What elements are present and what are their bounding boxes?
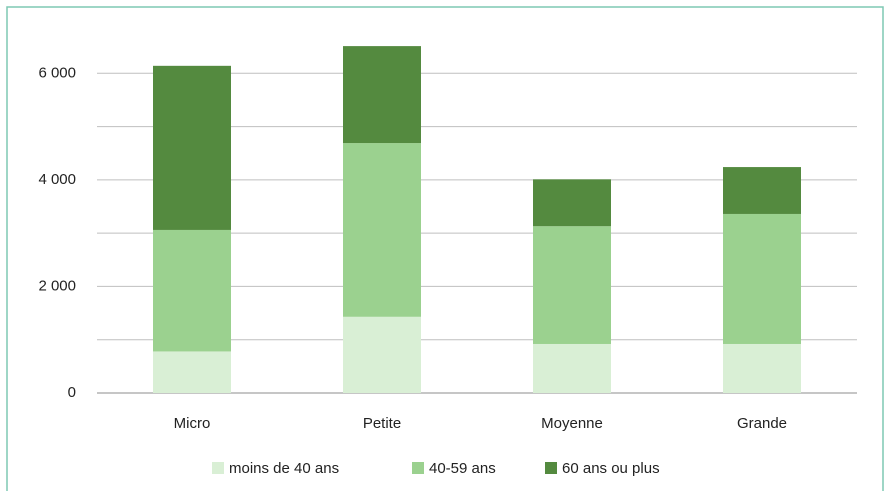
bar-segment: [723, 167, 801, 214]
bar-segment: [723, 213, 801, 344]
legend-swatch: [545, 462, 557, 474]
bar-segment: [343, 143, 421, 317]
bar-segment: [343, 316, 421, 393]
x-tick-label: Grande: [737, 415, 787, 432]
bar-segment: [723, 343, 801, 393]
x-tick-label: Micro: [174, 415, 211, 432]
frame: [6, 6, 884, 491]
legend-label: 60 ans ou plus: [562, 460, 660, 477]
legend-swatch: [412, 462, 424, 474]
x-tick-label: Moyenne: [541, 415, 603, 432]
legend-label: 40-59 ans: [429, 460, 496, 477]
y-tick-label: 0: [68, 384, 76, 401]
y-tick-label: 2 000: [38, 277, 76, 294]
bar-segment: [153, 65, 231, 230]
bar-segment: [533, 179, 611, 227]
legend-label: moins de 40 ans: [229, 460, 339, 477]
y-tick-label: 4 000: [38, 171, 76, 188]
x-tick-label: Petite: [363, 415, 401, 432]
bar-segment: [153, 229, 231, 352]
legend-swatch: [212, 462, 224, 474]
y-tick-label: 6 000: [38, 64, 76, 81]
bar-segment: [153, 351, 231, 393]
bar-segment: [343, 46, 421, 144]
bar-segment: [533, 226, 611, 344]
bar-segment: [533, 343, 611, 393]
